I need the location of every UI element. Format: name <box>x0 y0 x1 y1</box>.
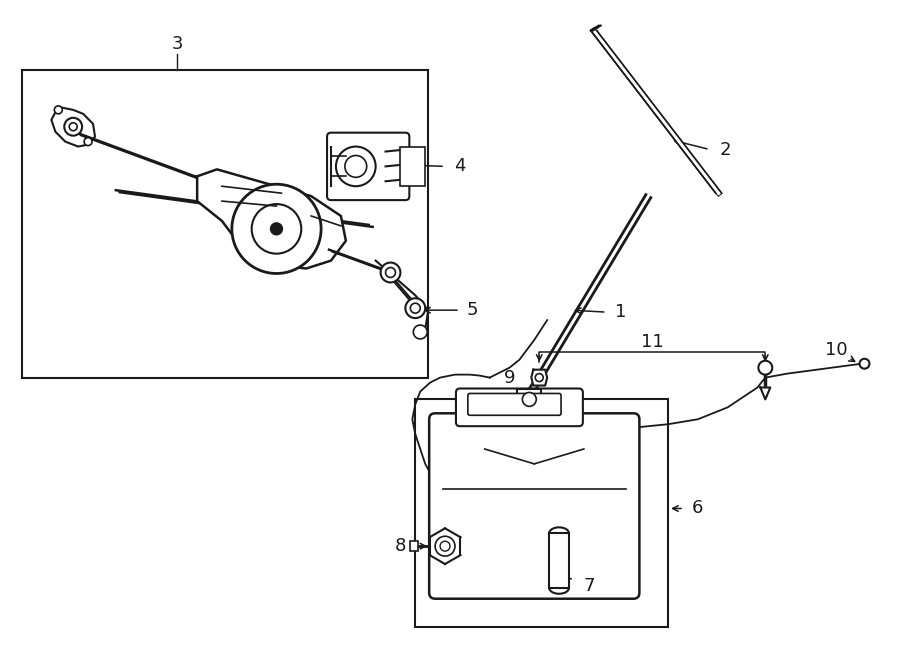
Circle shape <box>522 393 536 407</box>
Text: 7: 7 <box>583 577 595 595</box>
Text: 2: 2 <box>720 141 732 159</box>
Bar <box>415 399 668 627</box>
Circle shape <box>536 373 544 381</box>
Text: 10: 10 <box>825 341 848 359</box>
Polygon shape <box>760 387 770 399</box>
Text: 5: 5 <box>466 301 478 319</box>
Circle shape <box>252 204 302 254</box>
Text: 3: 3 <box>172 36 183 54</box>
Text: 6: 6 <box>692 500 704 518</box>
Polygon shape <box>51 107 95 147</box>
Text: 8: 8 <box>395 537 406 555</box>
Circle shape <box>345 155 366 177</box>
Bar <box>518 389 541 409</box>
Circle shape <box>336 147 375 186</box>
Circle shape <box>440 541 450 551</box>
FancyBboxPatch shape <box>456 389 583 426</box>
Circle shape <box>410 303 420 313</box>
Bar <box>400 147 425 186</box>
Polygon shape <box>197 169 346 268</box>
Bar <box>22 70 428 377</box>
Circle shape <box>64 118 82 136</box>
Circle shape <box>69 123 77 131</box>
Bar <box>549 533 569 588</box>
Polygon shape <box>531 369 547 385</box>
Circle shape <box>435 536 455 556</box>
FancyBboxPatch shape <box>468 393 561 415</box>
Circle shape <box>232 184 321 274</box>
Text: 11: 11 <box>641 333 663 351</box>
Circle shape <box>413 325 428 339</box>
Circle shape <box>54 106 62 114</box>
Circle shape <box>84 137 92 145</box>
Text: 4: 4 <box>454 157 465 175</box>
Circle shape <box>860 359 869 369</box>
Bar <box>410 541 419 551</box>
Circle shape <box>759 361 772 375</box>
Circle shape <box>271 223 283 235</box>
FancyBboxPatch shape <box>327 133 410 200</box>
Circle shape <box>385 268 395 278</box>
Circle shape <box>405 298 425 318</box>
Text: 1: 1 <box>615 303 626 321</box>
Circle shape <box>381 262 400 282</box>
Text: 9: 9 <box>504 369 515 387</box>
FancyBboxPatch shape <box>429 413 639 599</box>
